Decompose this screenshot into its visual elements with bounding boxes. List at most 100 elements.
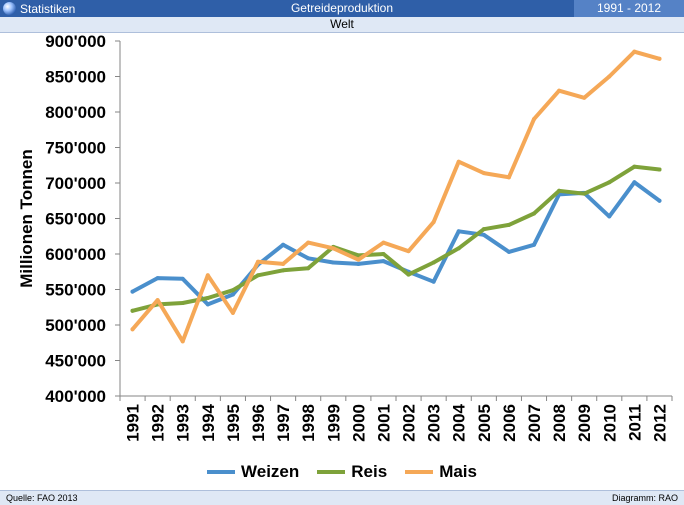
data-point-mais [406, 249, 411, 254]
line-chart: 400'000 450'000 500'000 550'000 600'000 650'0… [17, 33, 673, 442]
data-point-reis [431, 260, 436, 265]
data-point-mais [506, 175, 511, 180]
y-tick-label: 900'000 [45, 33, 106, 51]
data-point-weizen [481, 232, 486, 237]
legend-label-mais: Mais [439, 462, 477, 481]
data-point-reis [356, 253, 361, 258]
data-point-reis [281, 268, 286, 273]
data-point-weizen [356, 261, 361, 266]
data-point-weizen [281, 242, 286, 247]
data-point-mais [180, 339, 185, 344]
brand-label: Statistiken [20, 1, 76, 16]
legend-swatch-weizen [207, 470, 235, 474]
chart-subtitle: Welt [330, 17, 354, 31]
diagram-credit: Diagramm: RAO [611, 493, 678, 503]
legend-item-reis: Reis [317, 462, 387, 482]
y-tick-label: 400'000 [45, 387, 106, 406]
data-point-mais [431, 220, 436, 225]
x-tick-label: 2002 [400, 404, 419, 442]
y-tick-label: 850'000 [45, 68, 106, 87]
legend-label-weizen: Weizen [241, 462, 300, 481]
page-title: Getreideproduktion [290, 1, 394, 15]
data-point-reis [481, 227, 486, 232]
data-point-mais [607, 74, 612, 79]
data-point-mais [557, 88, 562, 93]
source-note: Quelle: FAO 2013 [6, 493, 78, 503]
legend-item-weizen: Weizen [207, 462, 299, 482]
data-point-mais [331, 246, 336, 251]
data-point-weizen [431, 279, 436, 284]
y-tick-label: 750'000 [45, 139, 106, 158]
data-point-reis [532, 211, 536, 216]
series-line-mais [130, 49, 662, 344]
x-tick-label: 2012 [650, 404, 669, 442]
subtitle-bar: Welt [0, 17, 684, 33]
data-point-mais [256, 259, 260, 264]
data-point-mais [582, 95, 587, 100]
y-tick-label: 700'000 [45, 174, 106, 193]
x-tick-label: 1991 [124, 404, 143, 442]
data-point-mais [230, 310, 235, 315]
data-point-mais [130, 327, 135, 332]
x-tick-label: 2009 [575, 404, 594, 442]
y-tick-label: 650'000 [45, 210, 106, 229]
legend-swatch-reis [317, 470, 346, 474]
y-tick-label: 800'000 [45, 103, 106, 122]
x-tick-label: 1996 [249, 404, 268, 442]
y-tick-label: 550'000 [45, 281, 106, 300]
x-tick-label: 2010 [600, 404, 619, 442]
data-point-weizen [230, 292, 235, 297]
data-point-mais [205, 273, 210, 278]
footer-bar: Quelle: FAO 2013 Diagramm: RAO [0, 490, 684, 505]
y-tick-label: 600'000 [45, 245, 106, 264]
data-point-mais [657, 56, 662, 61]
x-tick-label: 2001 [374, 404, 393, 442]
data-point-reis [256, 273, 260, 278]
data-point-reis [205, 296, 210, 301]
data-point-mais [532, 117, 536, 122]
data-point-mais [155, 298, 160, 303]
x-tick-label: 2000 [349, 404, 368, 442]
x-tick-label: 1997 [274, 404, 293, 442]
y-tick-label: 450'000 [45, 352, 106, 371]
x-tick-label: 2005 [475, 404, 494, 442]
data-point-reis [456, 246, 461, 251]
globe-icon [3, 2, 16, 15]
data-point-weizen [130, 289, 135, 294]
data-point-reis [657, 167, 662, 172]
series-line-weizen [130, 180, 662, 307]
x-tick-label: 2007 [525, 404, 544, 442]
data-point-weizen [306, 256, 311, 261]
data-point-mais [456, 159, 461, 164]
data-point-mais [632, 49, 637, 54]
data-point-weizen [180, 276, 185, 281]
x-tick-label: 1998 [299, 404, 318, 442]
data-point-reis [506, 222, 511, 227]
legend-item-mais: Mais [405, 462, 477, 482]
legend: Weizen Reis Mais [0, 462, 684, 482]
data-point-reis [306, 266, 311, 271]
data-point-weizen [657, 198, 662, 203]
data-point-weizen [205, 302, 210, 307]
data-point-weizen [607, 214, 612, 219]
data-point-weizen [506, 249, 511, 254]
data-point-weizen [632, 180, 637, 185]
x-tick-label: 2003 [425, 404, 444, 442]
data-point-weizen [331, 260, 336, 265]
x-tick-label: 2008 [550, 404, 569, 442]
x-tick-label: 1992 [149, 404, 168, 442]
brand: Statistiken [0, 0, 96, 17]
data-point-mais [281, 261, 286, 266]
data-point-mais [306, 240, 311, 245]
legend-label-reis: Reis [351, 462, 388, 481]
data-point-reis [130, 308, 135, 313]
year-range: 1991 - 2012 [574, 0, 684, 17]
data-point-reis [230, 288, 235, 293]
y-axis-title: Millionen Tonnen [17, 149, 36, 288]
data-point-reis [632, 164, 637, 169]
x-tick-label: 1999 [324, 404, 343, 442]
x-tick-label: 2004 [450, 403, 469, 441]
data-point-reis [582, 191, 587, 196]
data-point-reis [406, 272, 411, 277]
data-point-mais [356, 257, 361, 262]
